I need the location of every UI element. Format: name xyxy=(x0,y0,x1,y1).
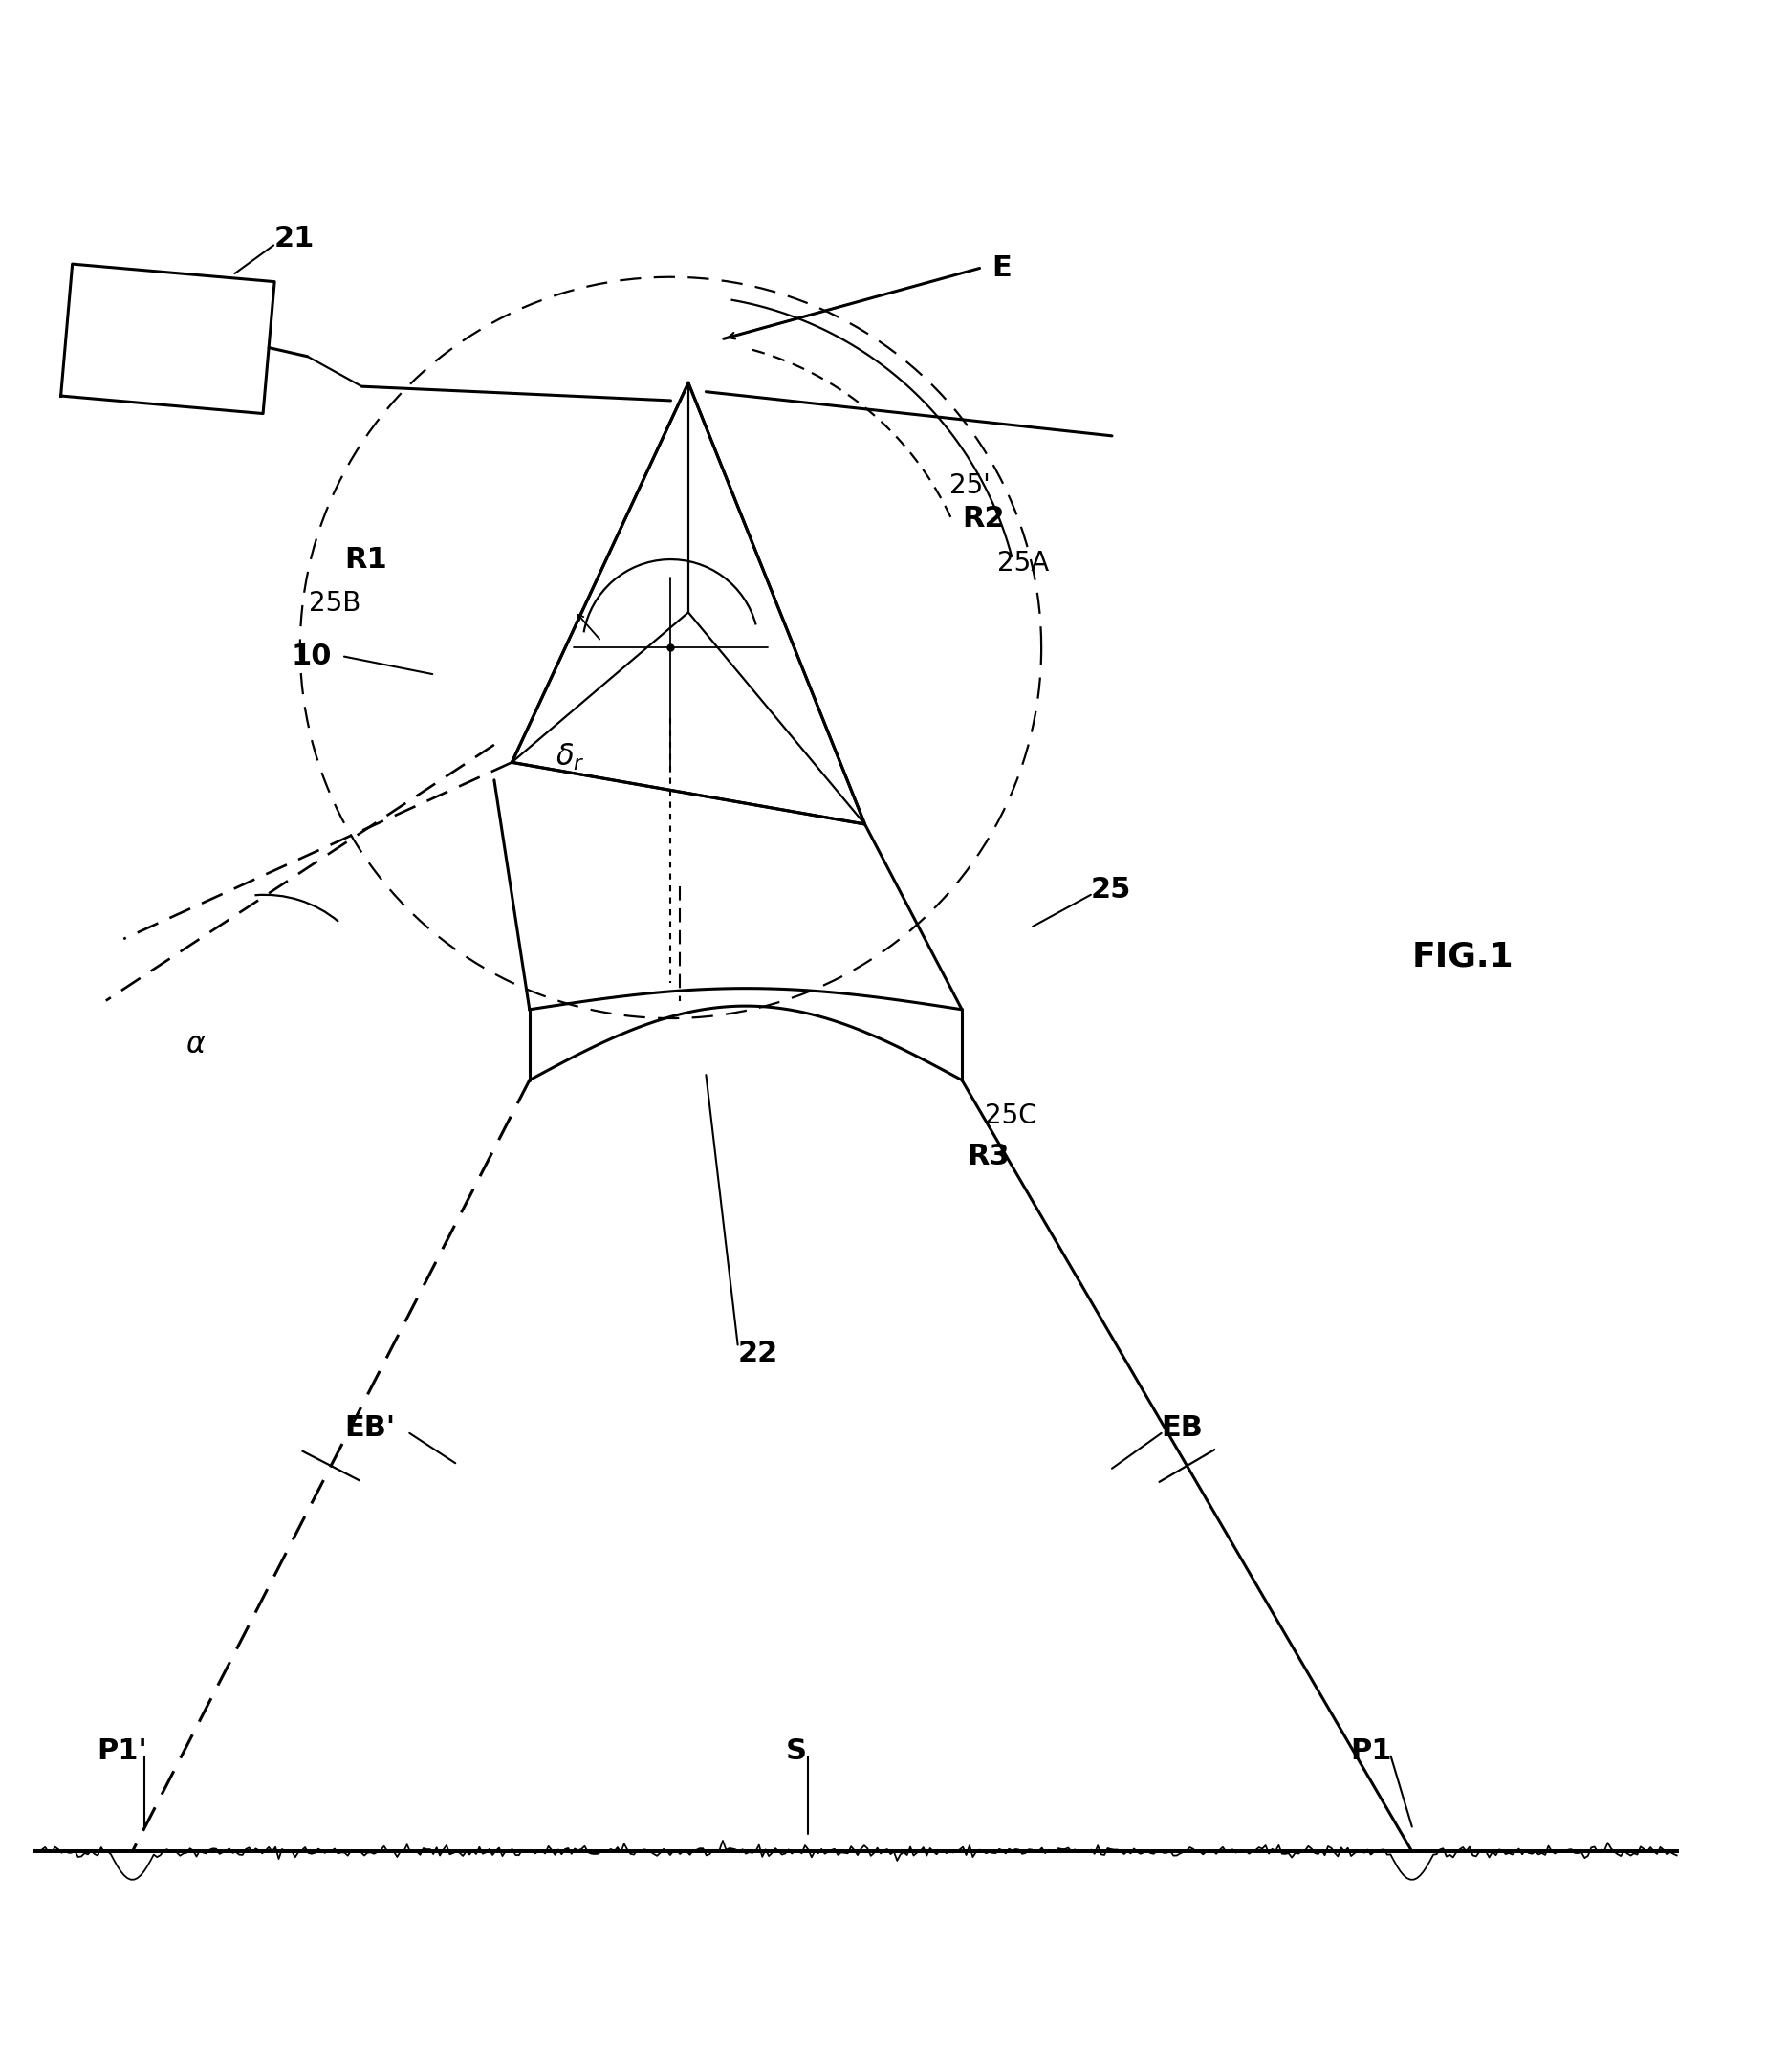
Text: P1: P1 xyxy=(1350,1736,1393,1765)
Text: FIG.1: FIG.1 xyxy=(1412,941,1514,974)
Text: EB': EB' xyxy=(344,1413,395,1442)
Text: 22: 22 xyxy=(738,1341,778,1368)
Text: E: E xyxy=(992,255,1011,282)
Text: P1': P1' xyxy=(97,1736,148,1765)
Text: 21: 21 xyxy=(274,224,314,253)
Text: 25': 25' xyxy=(950,472,990,499)
Text: R2: R2 xyxy=(962,506,1004,533)
Text: $\alpha$: $\alpha$ xyxy=(185,1032,207,1059)
Text: 25A: 25A xyxy=(997,549,1048,576)
Text: 25: 25 xyxy=(1091,876,1131,903)
Text: 25C: 25C xyxy=(985,1102,1038,1129)
Text: $\delta_r$: $\delta_r$ xyxy=(556,742,586,773)
Text: EB: EB xyxy=(1161,1413,1204,1442)
Text: R3: R3 xyxy=(967,1142,1010,1171)
Text: 25B: 25B xyxy=(309,591,360,617)
Text: S: S xyxy=(785,1736,807,1765)
Text: 10: 10 xyxy=(291,642,332,671)
Text: R1: R1 xyxy=(344,545,387,574)
